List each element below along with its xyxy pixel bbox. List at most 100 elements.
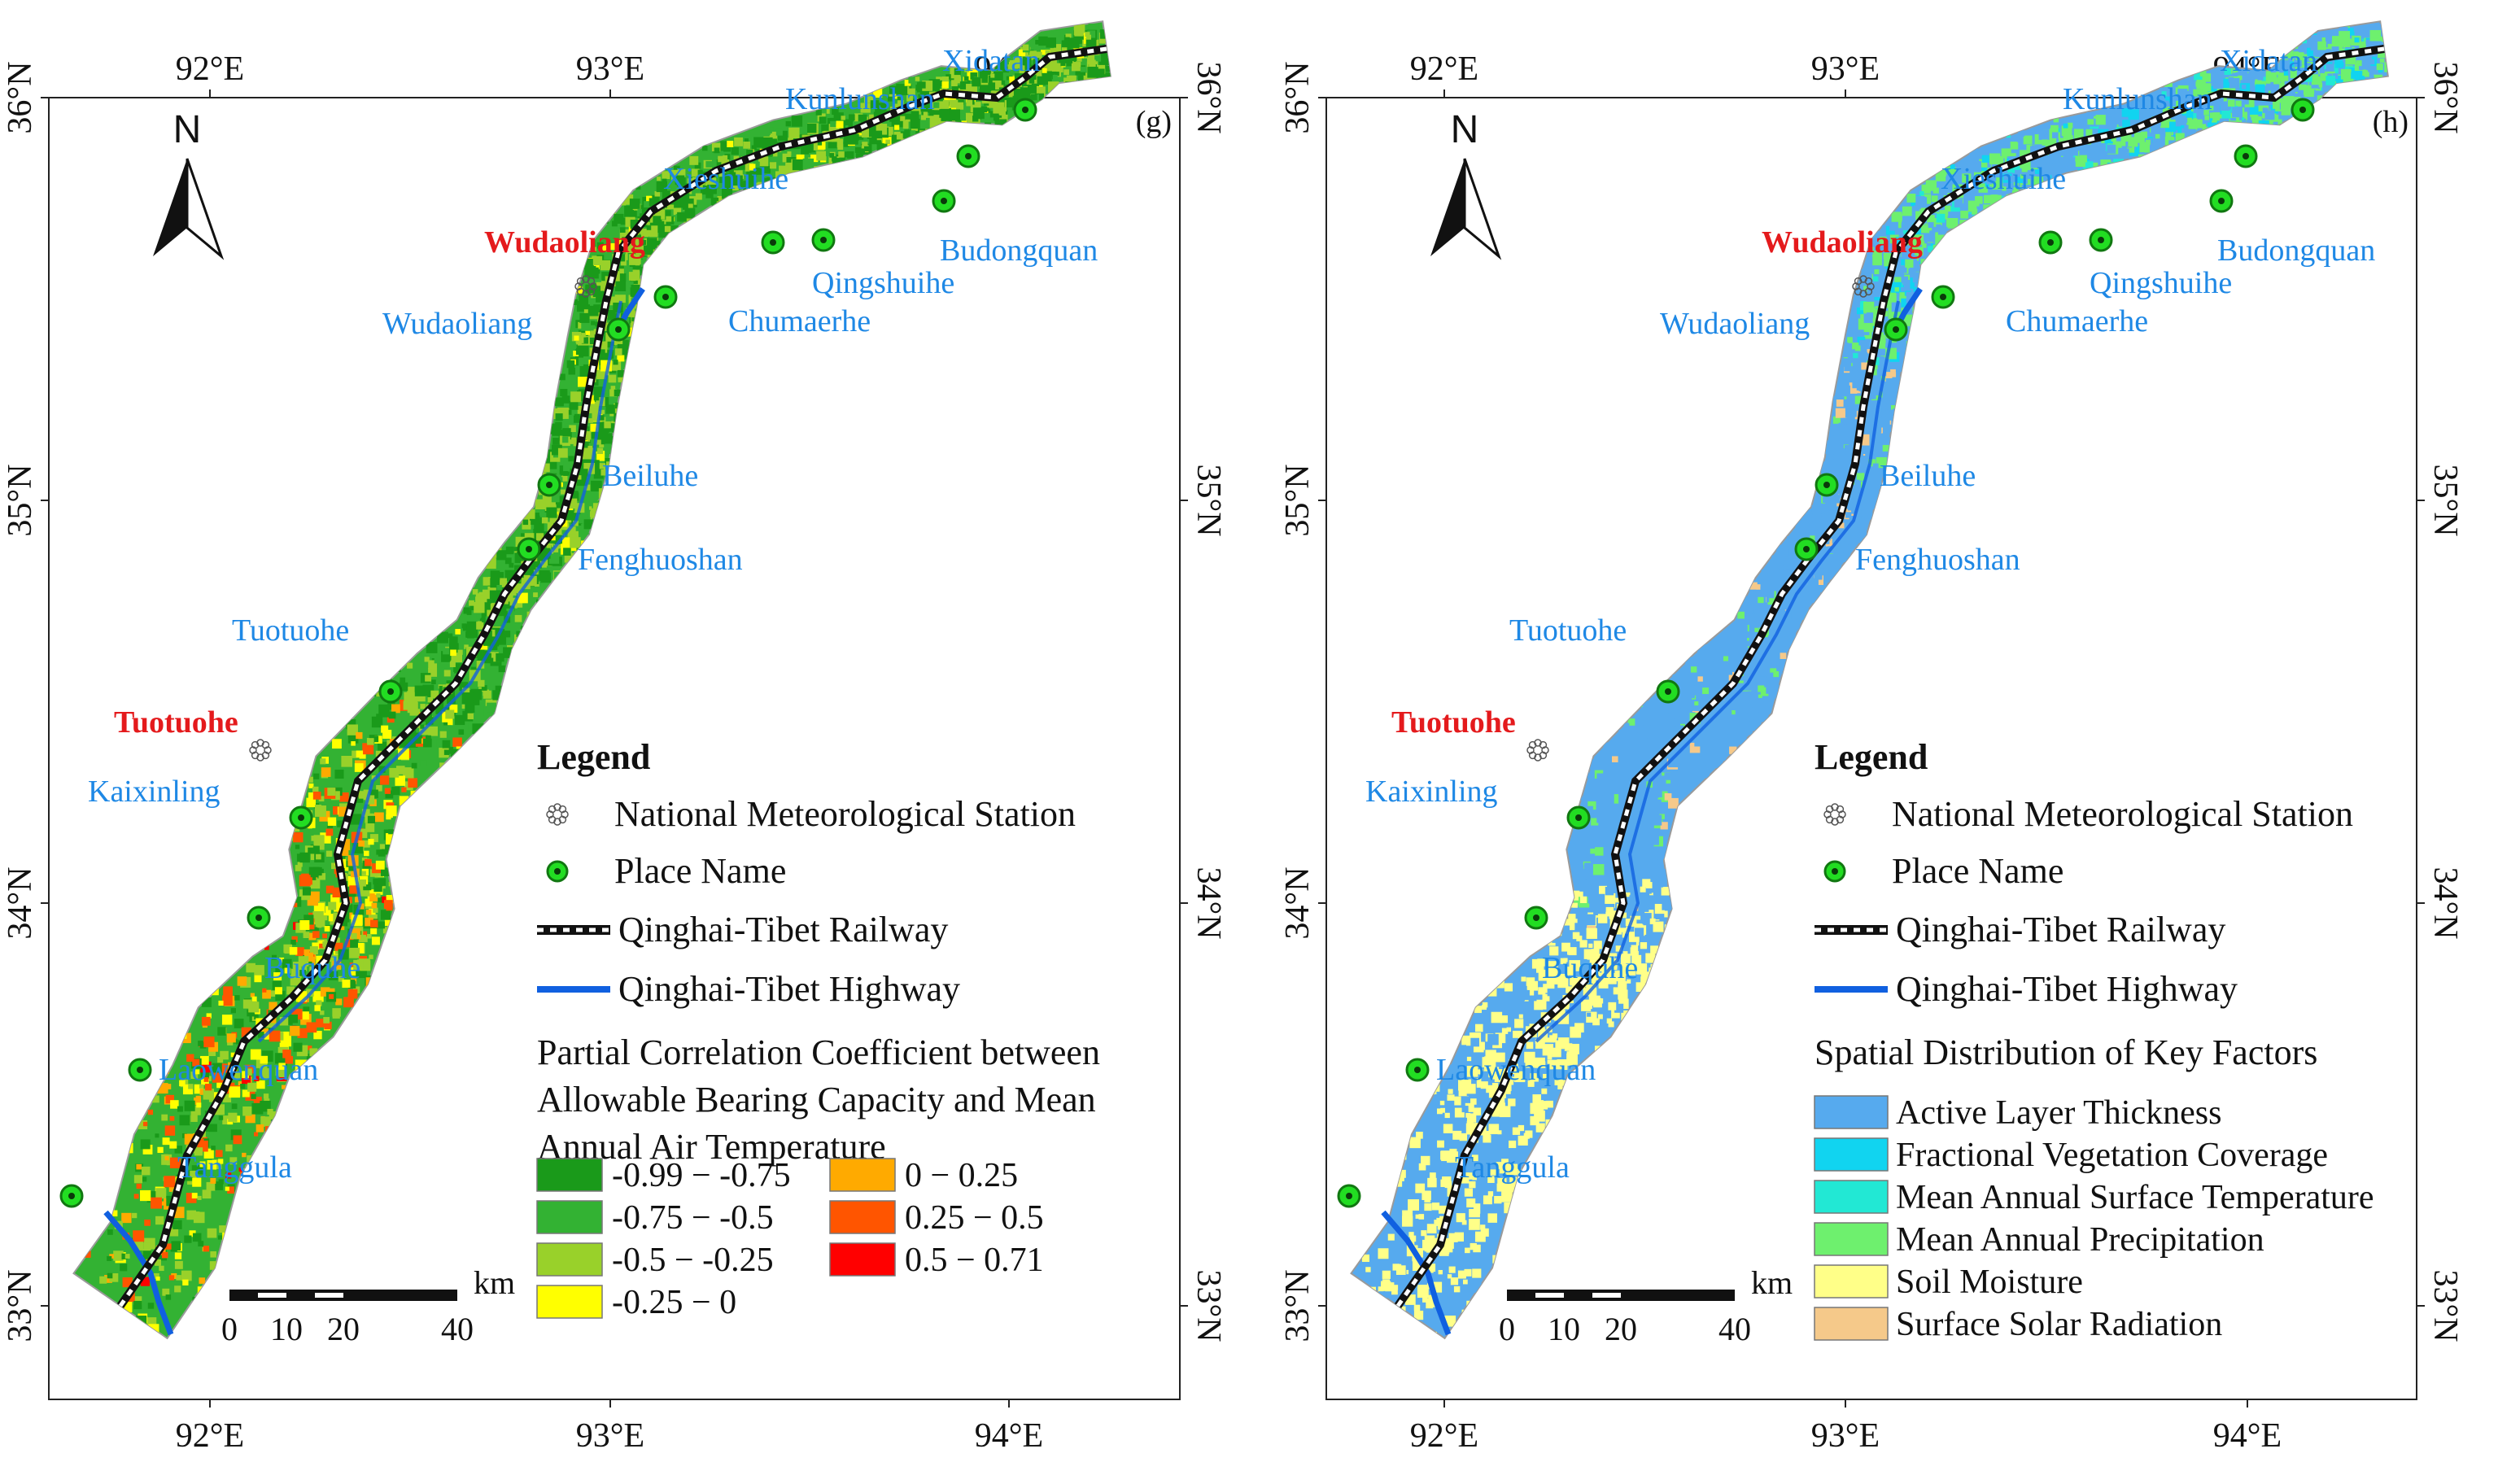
place-dot-center bbox=[1940, 294, 1946, 300]
legend-class-label: Surface Solar Radiation bbox=[1896, 1306, 2222, 1343]
legend-class-label: Soil Moisture bbox=[1896, 1264, 2083, 1301]
lon-label-top: 93°E bbox=[1811, 50, 1880, 88]
legend-class-label: Mean Annual Precipitation bbox=[1896, 1221, 2264, 1259]
map-panel-g: 92°E92°E93°E93°E94°E94°E36°N36°N35°N35°N… bbox=[2, 21, 1227, 1455]
place-dot-center bbox=[965, 153, 972, 159]
legend-class-label: -0.99 − -0.75 bbox=[612, 1157, 791, 1194]
lon-label-bottom: 94°E bbox=[2213, 1417, 2282, 1455]
place-label: Kaixinling bbox=[88, 775, 221, 809]
place-dot-center bbox=[2243, 153, 2249, 159]
legend-class-label: -0.5 − -0.25 bbox=[612, 1242, 774, 1279]
legend-class-label: 0 − 0.25 bbox=[905, 1157, 1018, 1194]
place-dot-center bbox=[1823, 482, 1830, 488]
place-label: Chumaerhe bbox=[728, 304, 871, 338]
station-label: Wudaoliang bbox=[1762, 225, 1923, 260]
place-dot-center bbox=[1575, 814, 1582, 821]
place-dot-center bbox=[68, 1193, 75, 1199]
place-dot-center bbox=[255, 914, 262, 921]
legend-item: Qinghai-Tibet Highway bbox=[1896, 969, 2238, 1009]
scale-tick: 20 bbox=[327, 1311, 360, 1347]
place-label: Wudaoliang bbox=[1660, 307, 1810, 341]
scale-tick: 40 bbox=[1718, 1311, 1751, 1347]
legend-item: Qinghai-Tibet Railway bbox=[618, 910, 948, 949]
legend-subtitle: Spatial Distribution of Key Factors bbox=[1815, 1032, 2317, 1072]
place-label: Xieshuihe bbox=[663, 162, 788, 196]
lon-label-top: 93°E bbox=[576, 50, 644, 88]
place-dot-center bbox=[770, 239, 776, 246]
place-dot-center bbox=[2047, 239, 2054, 246]
legend-class-label: Fractional Vegetation Coverage bbox=[1896, 1137, 2328, 1174]
legend-class-label: Active Layer Thickness bbox=[1896, 1094, 2221, 1132]
legend-item: Qinghai-Tibet Highway bbox=[618, 969, 960, 1009]
place-label: Wudaoliang bbox=[382, 307, 532, 341]
panel-tag: (h) bbox=[2373, 105, 2408, 139]
north-letter: N bbox=[173, 108, 202, 151]
place-dot-center bbox=[941, 198, 947, 204]
place-label: Kunlunshan bbox=[2063, 82, 2212, 116]
lat-label-right: 34°N bbox=[2426, 866, 2464, 939]
lon-label-top: 92°E bbox=[1410, 50, 1478, 88]
legend-swatch bbox=[1815, 1307, 1888, 1340]
station-label: Tuotuohe bbox=[1391, 705, 1516, 740]
legend-swatch bbox=[1815, 1265, 1888, 1298]
place-dot-center bbox=[1665, 688, 1671, 695]
lat-label-left: 36°N bbox=[2, 61, 39, 133]
place-label: Buquhe bbox=[1542, 951, 1638, 985]
place-label: Fenghuoshan bbox=[578, 543, 743, 577]
lat-label-right: 36°N bbox=[1190, 61, 1227, 133]
place-dot-center bbox=[387, 688, 394, 695]
lon-label-bottom: 93°E bbox=[576, 1417, 644, 1455]
legend-item: Qinghai-Tibet Railway bbox=[1896, 910, 2225, 949]
place-dot-center bbox=[2098, 237, 2104, 243]
place-label: Laowenquan bbox=[159, 1053, 318, 1087]
legend-item: Place Name bbox=[1892, 851, 2063, 891]
lat-label-left: 36°N bbox=[1279, 61, 1317, 133]
place-label: Qingshuihe bbox=[812, 266, 954, 300]
north-letter: N bbox=[1451, 108, 1479, 151]
place-label: Xidatan bbox=[2220, 44, 2317, 78]
place-label: Beiluhe bbox=[602, 459, 698, 493]
scale-tick: 10 bbox=[270, 1311, 303, 1347]
place-dot-center bbox=[298, 814, 304, 821]
legend-item: National Meteorological Station bbox=[614, 794, 1076, 834]
legend-swatch bbox=[1815, 1181, 1888, 1213]
lat-label-right: 34°N bbox=[1190, 866, 1227, 939]
scale-unit: km bbox=[1751, 1264, 1793, 1301]
lat-label-left: 35°N bbox=[1279, 464, 1317, 536]
place-dot-center bbox=[615, 326, 622, 333]
place-dot-center bbox=[1414, 1067, 1421, 1073]
station-label: Wudaoliang bbox=[484, 225, 645, 260]
place-dot-center bbox=[137, 1067, 143, 1073]
place-dot-center bbox=[2299, 107, 2306, 113]
lat-label-right: 36°N bbox=[2426, 61, 2464, 133]
lat-label-right: 35°N bbox=[2426, 464, 2464, 536]
scale-tick: 20 bbox=[1605, 1311, 1637, 1347]
place-dot-center bbox=[1022, 107, 1028, 113]
place-dot-center bbox=[662, 294, 669, 300]
place-label: Xieshuihe bbox=[1941, 162, 2066, 196]
legend-swatch bbox=[537, 1201, 602, 1233]
lat-label-left: 33°N bbox=[1279, 1269, 1317, 1342]
legend-swatch bbox=[830, 1243, 895, 1276]
lat-label-left: 34°N bbox=[1279, 866, 1317, 939]
place-dot-center bbox=[1893, 326, 1899, 333]
place-label: Tanggula bbox=[177, 1150, 292, 1185]
lon-label-bottom: 94°E bbox=[975, 1417, 1043, 1455]
scale-unit: km bbox=[474, 1264, 515, 1301]
legend-subtitle: Partial Correlation Coefficient between bbox=[537, 1032, 1100, 1072]
lon-label-bottom: 92°E bbox=[1410, 1417, 1478, 1455]
place-label: Kunlunshan bbox=[785, 82, 935, 116]
legend-title: Legend bbox=[1815, 737, 1928, 777]
legend-swatch bbox=[1815, 1096, 1888, 1128]
legend-swatch bbox=[830, 1159, 895, 1191]
legend-subtitle: Allowable Bearing Capacity and Mean bbox=[537, 1080, 1096, 1120]
place-dot-center bbox=[1346, 1193, 1352, 1199]
place-dot-center bbox=[526, 546, 532, 552]
place-label: Xidatan bbox=[942, 44, 1040, 78]
lon-label-bottom: 93°E bbox=[1811, 1417, 1880, 1455]
place-label: Tuotuohe bbox=[1509, 613, 1627, 648]
lat-label-right: 35°N bbox=[1190, 464, 1227, 536]
place-label: Kaixinling bbox=[1365, 775, 1498, 809]
place-dot-center bbox=[1533, 914, 1539, 921]
